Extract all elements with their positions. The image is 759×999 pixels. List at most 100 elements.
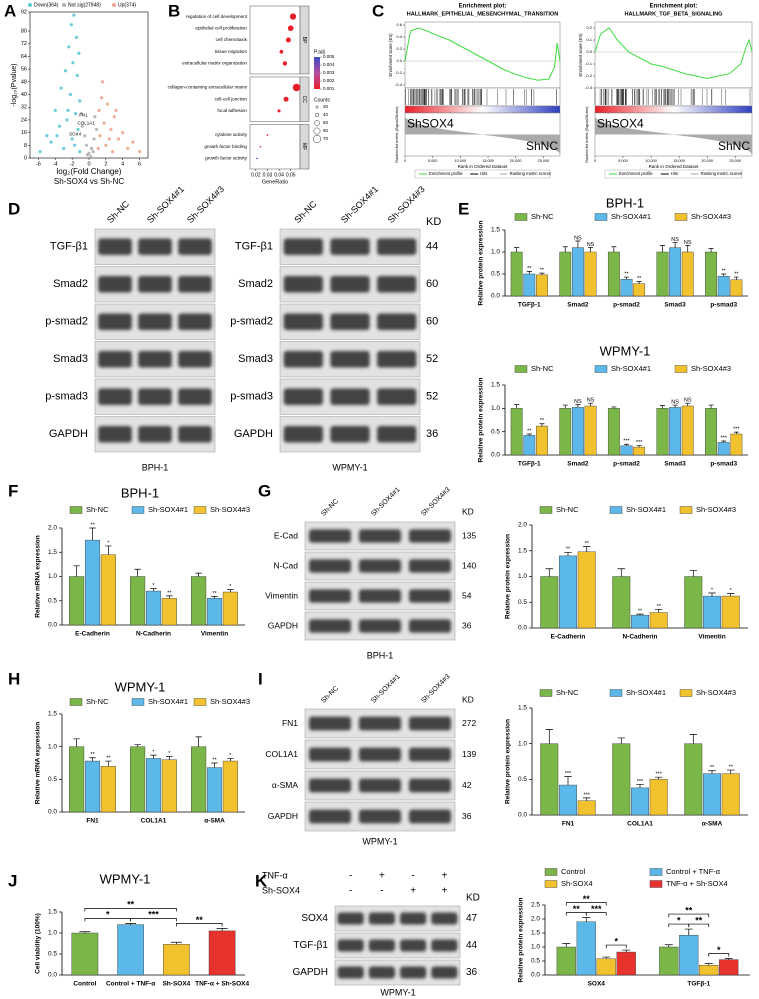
chart-title: BPH-1 — [606, 195, 644, 210]
x-tick-label: FN1 — [562, 821, 575, 828]
band — [368, 912, 395, 925]
y-tick-label: 0.1 — [586, 37, 592, 42]
bar — [571, 407, 584, 456]
y-axis-label: Relative mRNA expression — [35, 535, 42, 618]
dot — [277, 109, 281, 113]
blot-caption: WPMY-1 — [362, 836, 397, 846]
x-tick-label: p-smad2 — [613, 461, 640, 468]
point — [109, 127, 113, 132]
significance: ** — [127, 900, 135, 910]
bar — [536, 274, 548, 297]
significance: ** — [722, 268, 727, 274]
row-label: TGF-β1 — [235, 241, 273, 253]
lane-label: Sh-SOX4#3 — [420, 673, 451, 704]
band — [283, 351, 323, 368]
panel-letter: B — [168, 1, 180, 20]
band — [368, 939, 395, 952]
band — [409, 559, 451, 573]
significance: ** — [527, 428, 532, 434]
significance: * — [614, 936, 618, 946]
size-key-label: 30 — [323, 104, 329, 109]
significance: NS — [574, 235, 582, 241]
facet-label: MF — [301, 143, 307, 150]
bar — [656, 251, 669, 297]
y-tick-label: 8 — [24, 143, 27, 149]
significance: ** — [710, 765, 715, 771]
significance: ** — [734, 272, 739, 278]
condition-sign: - — [349, 886, 352, 897]
x-tick-label: Smad3 — [664, 461, 686, 468]
band — [377, 313, 417, 330]
significance: NS — [574, 399, 582, 405]
error-bar — [733, 431, 739, 434]
bar — [679, 935, 699, 976]
panel-letter: H — [8, 669, 20, 688]
panel-letter: C — [372, 1, 384, 20]
legend-label: Enrichment profile — [429, 171, 463, 176]
bar — [669, 247, 682, 297]
error-bar — [724, 958, 733, 960]
row-kd: 36 — [426, 428, 438, 440]
chart-subtitle: HALLMARK_EPITHELIAL_MESENCHYMAL_TRANSITI… — [407, 11, 559, 17]
y-tick-label: 1.5 — [48, 711, 57, 718]
significance-bracket — [668, 913, 710, 918]
y-tick-label: 0.0 — [491, 452, 500, 459]
error-bar — [211, 762, 218, 768]
legend-swatch — [594, 365, 608, 373]
band — [431, 939, 458, 952]
significance: *** — [584, 792, 591, 798]
term-label: cell-cell junction — [215, 96, 248, 101]
significance: ** — [585, 541, 590, 547]
lane-label: Sh-SOX4#3 — [386, 184, 427, 225]
error-bar — [664, 944, 673, 947]
positive-label: ShSOX4 — [597, 117, 644, 131]
significance: * — [730, 588, 733, 594]
condition-sign: + — [441, 886, 447, 897]
point — [97, 108, 101, 112]
band — [283, 238, 323, 255]
row-label: Smad2 — [238, 278, 273, 290]
significance: ** — [90, 752, 95, 758]
band — [431, 912, 458, 925]
y-tick-label: 0.2 — [396, 46, 402, 51]
term-label: cell chemotaxis — [216, 37, 248, 42]
legend-label: Enrichment profile — [619, 171, 653, 176]
error-bar — [689, 734, 698, 744]
size-key — [315, 105, 319, 109]
bar — [633, 446, 646, 456]
bar — [100, 766, 116, 813]
band — [377, 351, 417, 368]
legend-label: Down(364) — [34, 2, 59, 8]
row-label: p-smad2 — [230, 316, 273, 328]
y-tick-label: 0.0 — [48, 809, 57, 816]
gene-label: COL1A1 — [78, 120, 96, 125]
error-bar — [195, 572, 202, 577]
point — [75, 73, 79, 78]
lane-label: Sh-NC — [292, 199, 319, 226]
row-kd: 52 — [426, 391, 438, 403]
legend-label: TNF-α + Sh-SOX4 — [666, 879, 728, 888]
significance: * — [717, 945, 721, 955]
significance: *** — [636, 440, 643, 446]
bar — [206, 767, 223, 813]
dot — [256, 157, 258, 160]
dot — [259, 145, 262, 148]
y-tick-label: 1.0 — [48, 930, 57, 937]
row-label: Smad2 — [53, 278, 88, 290]
band — [138, 351, 172, 368]
error-bar — [636, 613, 644, 616]
bar — [669, 407, 682, 456]
lane-label: Sh-SOX4#1 — [370, 673, 401, 704]
significance: ** — [106, 755, 111, 761]
band — [138, 276, 172, 293]
y-axis-label: Cell viability (100%) — [35, 913, 42, 974]
error-bar — [636, 281, 642, 284]
x-tick-label: α-SMA — [204, 818, 225, 825]
error-bar — [575, 240, 581, 248]
gene-label: SOX4 — [69, 131, 82, 136]
x-tick-label: p-smad3 — [710, 302, 737, 309]
row-kd: 36 — [462, 620, 472, 630]
point — [67, 45, 71, 49]
error-bar — [636, 783, 644, 788]
